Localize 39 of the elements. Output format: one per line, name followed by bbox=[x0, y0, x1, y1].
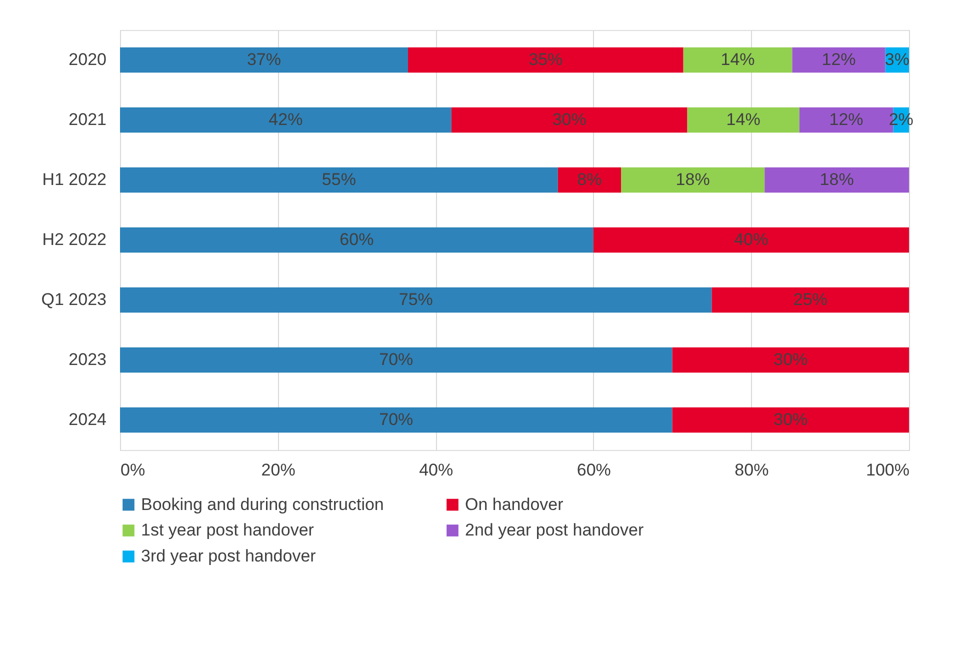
x-tick-label: 60% bbox=[576, 460, 611, 480]
legend-label: Booking and during construction bbox=[141, 494, 384, 514]
legend-label: 3rd year post handover bbox=[141, 546, 316, 566]
x-tick-label: 0% bbox=[120, 460, 146, 480]
data-label: 75% bbox=[398, 290, 433, 309]
data-label: 25% bbox=[793, 290, 828, 309]
data-label: 3% bbox=[884, 50, 910, 69]
data-label: 12% bbox=[822, 50, 856, 69]
data-label: 14% bbox=[720, 50, 755, 69]
x-tick-label: 20% bbox=[261, 460, 296, 480]
data-label: 37% bbox=[246, 50, 282, 69]
x-tick-label: 80% bbox=[734, 460, 769, 480]
y-tick-label: H1 2022 bbox=[42, 170, 106, 189]
x-tick-label: 40% bbox=[419, 460, 454, 480]
data-label: 30% bbox=[774, 410, 808, 429]
y-tick-label: 2023 bbox=[68, 350, 106, 369]
data-label: 12% bbox=[829, 110, 864, 129]
legend-label: On handover bbox=[465, 494, 564, 514]
data-label: 60% bbox=[340, 230, 374, 249]
data-label: 14% bbox=[726, 110, 760, 129]
y-tick-label: H2 2022 bbox=[42, 230, 106, 249]
data-label: 40% bbox=[734, 230, 768, 249]
data-label: 30% bbox=[774, 350, 808, 369]
data-label: 42% bbox=[268, 110, 303, 129]
data-label: 18% bbox=[820, 170, 854, 189]
data-label: 8% bbox=[577, 170, 602, 189]
legend-label: 2nd year post handover bbox=[465, 520, 644, 540]
y-tick-label: 2021 bbox=[68, 110, 106, 129]
data-label: 30% bbox=[552, 110, 586, 129]
data-label: 35% bbox=[528, 50, 563, 69]
y-tick-label: 2024 bbox=[68, 410, 106, 429]
y-tick-label: Q1 2023 bbox=[41, 290, 106, 309]
data-label: 70% bbox=[379, 410, 414, 429]
data-label: 18% bbox=[676, 170, 710, 189]
x-tick-label: 100% bbox=[866, 460, 910, 480]
legend-label: 1st year post handover bbox=[141, 520, 314, 540]
data-label: 55% bbox=[322, 170, 356, 189]
data-label: 70% bbox=[379, 350, 414, 369]
y-tick-label: 2020 bbox=[68, 50, 106, 69]
